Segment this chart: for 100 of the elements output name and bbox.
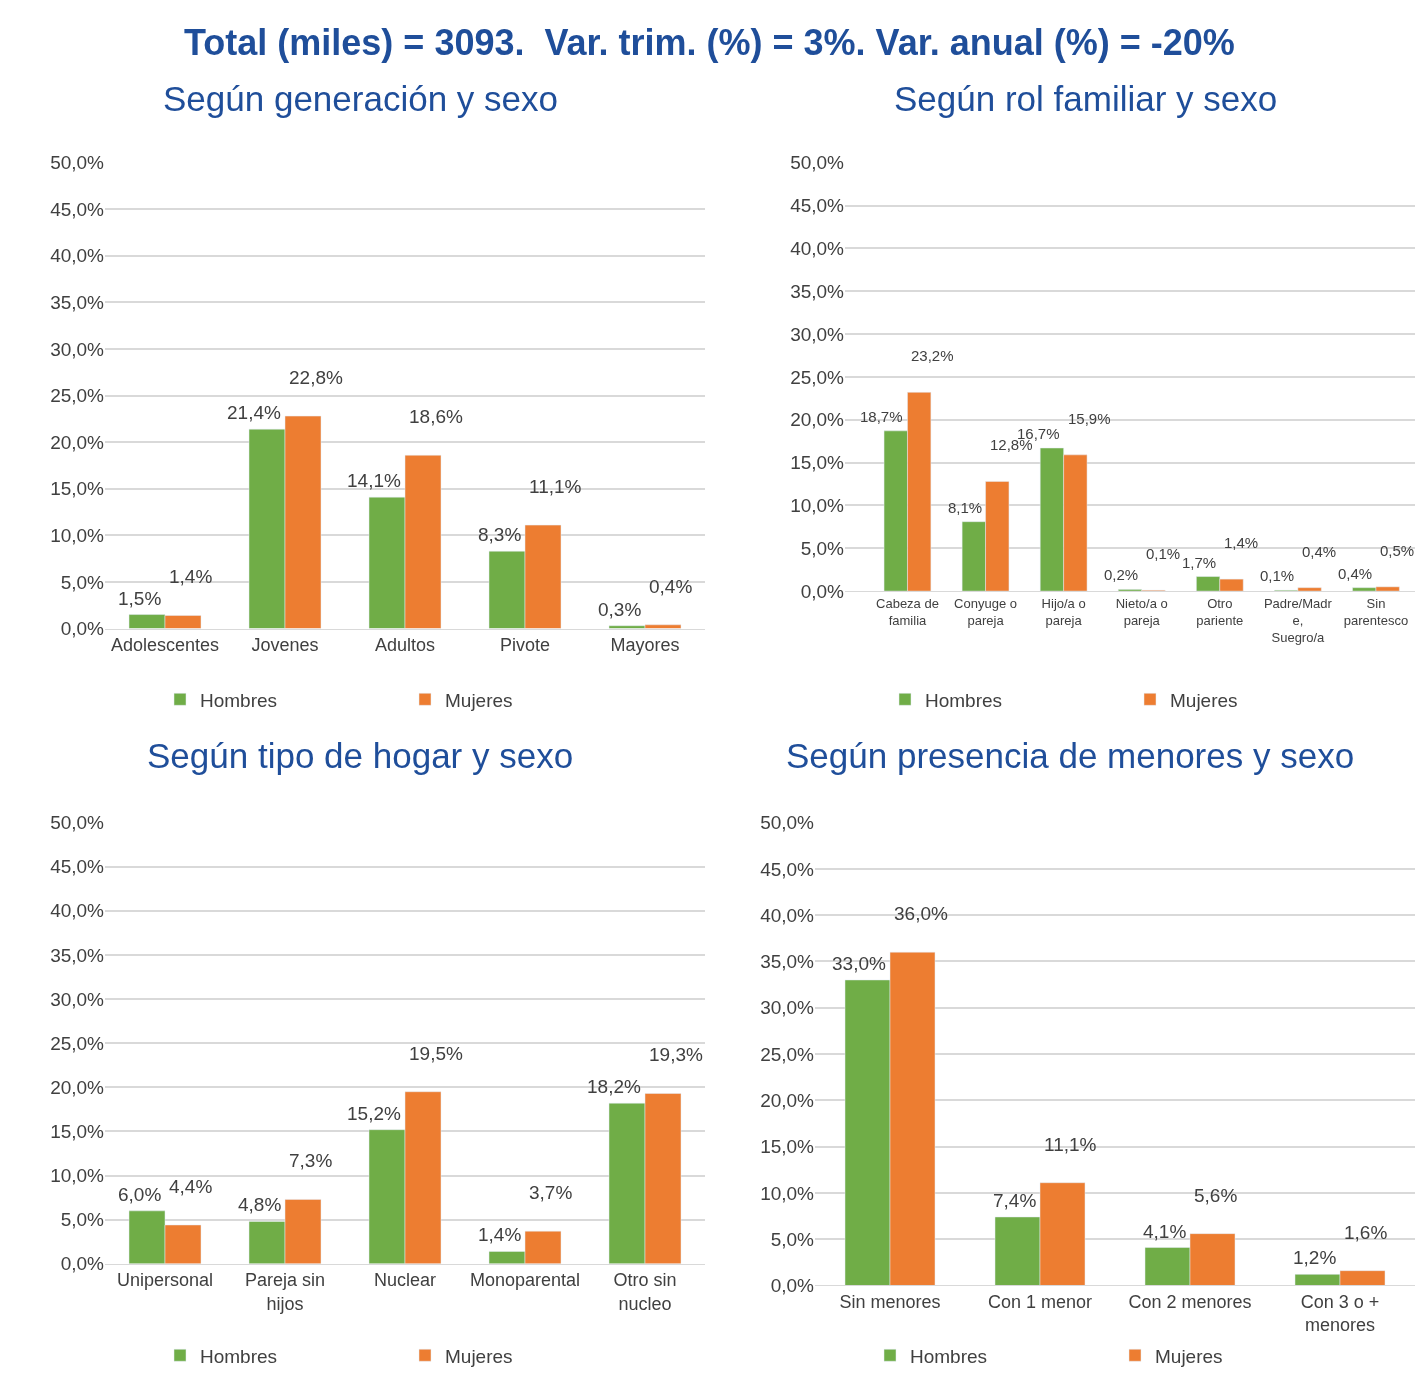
legend-label: Hombres xyxy=(925,689,1003,711)
legend-label: Hombres xyxy=(200,689,278,711)
data-label: 8,3% xyxy=(478,524,522,545)
x-tick-label: Sin parentesco xyxy=(1343,595,1409,628)
y-tick-label: 15,0% xyxy=(50,1121,105,1143)
chart-title: Según tipo de hogar y sexo xyxy=(147,736,574,775)
data-label: 19,5% xyxy=(409,1043,463,1064)
y-tick-label: 35,0% xyxy=(790,280,845,302)
data-label: 19,3% xyxy=(649,1044,703,1065)
data-label: 7,4% xyxy=(993,1190,1037,1211)
data-label: 0,4% xyxy=(649,576,693,597)
data-label: 7,3% xyxy=(289,1150,333,1171)
x-tick-label: Con 2 menores xyxy=(1128,1292,1252,1313)
y-tick-label: 30,0% xyxy=(50,988,105,1010)
y-tick-label: 15,0% xyxy=(50,478,105,500)
x-tick-label: Nieto/a o pareja xyxy=(1115,595,1168,628)
legend-label: Hombres xyxy=(200,1345,278,1367)
data-label: 21,4% xyxy=(227,402,281,423)
y-tick-label: 0,0% xyxy=(60,1253,105,1275)
data-label: 3,7% xyxy=(529,1182,573,1203)
legend-label: Hombres xyxy=(910,1345,988,1367)
data-label: 6,0% xyxy=(118,1184,162,1205)
x-tick-label: Adolescentes xyxy=(110,635,220,656)
y-tick-label: 10,0% xyxy=(50,1165,105,1187)
chart-title: Según rol familiar y sexo xyxy=(894,79,1278,118)
y-tick-label: 0,0% xyxy=(800,580,845,602)
data-label: 23,2% xyxy=(911,347,954,364)
data-label: 1,2% xyxy=(1293,1247,1337,1268)
data-label: 0,4% xyxy=(1302,543,1337,560)
y-tick-label: 35,0% xyxy=(760,951,815,973)
y-tick-label: 40,0% xyxy=(790,238,845,259)
data-label: 1,5% xyxy=(118,588,162,609)
data-label: 0,4% xyxy=(1338,565,1373,582)
y-tick-label: 20,0% xyxy=(790,409,845,431)
y-tick-label: 50,0% xyxy=(790,152,845,174)
data-label: 0,3% xyxy=(598,599,642,620)
data-label: 1,6% xyxy=(1344,1222,1388,1243)
data-label: 18,2% xyxy=(587,1076,641,1097)
x-tick-label: Conyuge o pareja xyxy=(954,595,1017,628)
x-tick-label: Adultos xyxy=(374,635,436,656)
x-tick-label: Mayores xyxy=(610,635,680,656)
chart-title: Según generación y sexo xyxy=(163,79,558,118)
data-label: 8,1% xyxy=(948,499,983,516)
legend-label: Mujeres xyxy=(1170,689,1238,711)
y-tick-label: 25,0% xyxy=(50,1032,105,1054)
y-tick-label: 45,0% xyxy=(50,198,105,220)
data-label: 36,0% xyxy=(894,903,948,924)
data-label: 33,0% xyxy=(832,953,886,974)
y-tick-label: 30,0% xyxy=(50,338,105,360)
x-tick-label: Cabeza de familia xyxy=(876,595,939,628)
y-tick-label: 5,0% xyxy=(60,571,105,593)
y-tick-label: 15,0% xyxy=(790,452,845,474)
y-tick-label: 5,0% xyxy=(800,537,845,559)
data-label: 1,4% xyxy=(169,566,213,587)
y-tick-label: 50,0% xyxy=(760,812,815,834)
data-label: 11,1% xyxy=(529,476,582,497)
y-tick-label: 25,0% xyxy=(50,385,105,407)
x-tick-label: Sin menores xyxy=(839,1292,941,1313)
legend-label: Mujeres xyxy=(445,689,513,711)
x-tick-label: Pivote xyxy=(499,635,551,656)
y-tick-label: 45,0% xyxy=(760,858,815,880)
y-tick-label: 30,0% xyxy=(790,323,845,345)
y-tick-label: 45,0% xyxy=(790,195,845,217)
data-label: 4,4% xyxy=(169,1176,213,1197)
y-tick-label: 25,0% xyxy=(790,366,845,388)
y-tick-label: 20,0% xyxy=(760,1089,815,1111)
y-tick-label: 35,0% xyxy=(50,292,105,314)
x-tick-label: Unipersonal xyxy=(116,1270,214,1291)
y-tick-label: 15,0% xyxy=(760,1136,815,1158)
data-label: 15,9% xyxy=(1068,410,1111,427)
y-tick-label: 20,0% xyxy=(50,431,105,453)
y-tick-label: 0,0% xyxy=(60,618,105,640)
y-tick-label: 50,0% xyxy=(50,812,105,834)
y-tick-label: 20,0% xyxy=(50,1076,105,1098)
y-tick-label: 5,0% xyxy=(60,1209,105,1231)
data-label: 15,2% xyxy=(347,1103,401,1124)
x-tick-label: Otro sin nucleo xyxy=(613,1270,677,1314)
x-tick-label: Pareja sin hijos xyxy=(244,1270,326,1314)
y-tick-label: 50,0% xyxy=(50,152,105,174)
data-label: 0,1% xyxy=(1260,567,1295,584)
y-tick-label: 40,0% xyxy=(50,900,105,922)
y-tick-label: 10,0% xyxy=(790,495,845,517)
data-label: 0,2% xyxy=(1104,566,1139,583)
data-label: 14,1% xyxy=(347,470,401,491)
data-label: 0,5% xyxy=(1380,542,1415,559)
legend-label: Mujeres xyxy=(1155,1345,1223,1367)
y-tick-label: 10,0% xyxy=(760,1182,815,1204)
data-label: 18,6% xyxy=(409,406,463,427)
data-label: 0,1% xyxy=(1146,545,1181,562)
y-tick-label: 35,0% xyxy=(50,944,105,966)
text: Total (miles) = 3093. Var. trim. (%) = 3%. Var. anual (%) = -20% xyxy=(184,22,1235,63)
data-label: 5,6% xyxy=(1194,1185,1238,1206)
data-label: 4,1% xyxy=(1143,1221,1187,1242)
data-label: 22,8% xyxy=(289,367,343,388)
x-tick-label: Con 3 o + menores xyxy=(1300,1292,1380,1336)
x-tick-label: Con 1 menor xyxy=(987,1292,1093,1313)
x-tick-label: Nuclear xyxy=(373,1270,437,1291)
y-tick-label: 0,0% xyxy=(770,1275,815,1297)
data-label: 4,8% xyxy=(238,1194,282,1215)
x-tick-label: Monoparental xyxy=(469,1270,581,1291)
